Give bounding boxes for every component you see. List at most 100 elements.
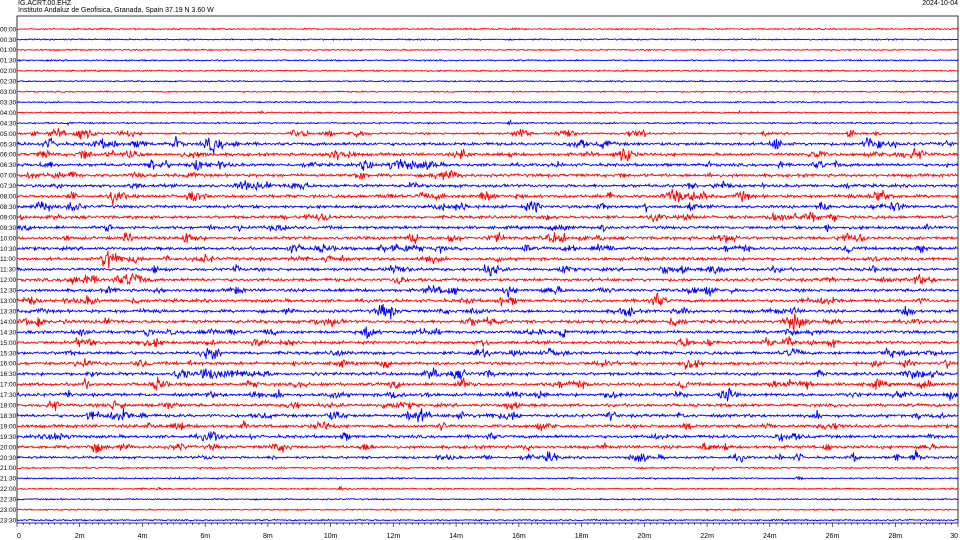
row-time-label: 07:30 bbox=[0, 183, 17, 190]
row-time-label: 09:30 bbox=[0, 225, 17, 232]
trace-line bbox=[16, 264, 959, 277]
row-time-label: 09:00 bbox=[0, 214, 17, 221]
x-tick-label: 2m bbox=[75, 533, 85, 540]
trace-line bbox=[16, 109, 958, 115]
trace-line bbox=[16, 367, 959, 380]
row-time-label: 10:30 bbox=[0, 246, 17, 253]
row-time-label: 17:00 bbox=[0, 382, 17, 389]
institute-subtitle: Instituto Andaluz de Geofisica, Granada,… bbox=[18, 7, 214, 14]
row-time-label: 15:30 bbox=[0, 350, 17, 357]
row-time-label: 05:00 bbox=[0, 131, 17, 138]
row-time-label: 23:00 bbox=[0, 507, 17, 514]
row-time-label: 13:30 bbox=[0, 308, 17, 315]
trace-line bbox=[16, 292, 959, 307]
trace-line bbox=[16, 442, 959, 454]
trace-line bbox=[16, 508, 958, 512]
date-label: 2024-10-04 bbox=[922, 0, 958, 7]
trace-line bbox=[16, 188, 959, 205]
x-tick-label: 12m bbox=[387, 533, 401, 540]
trace-line bbox=[16, 326, 959, 339]
trace-line bbox=[16, 284, 959, 298]
row-time-label: 14:30 bbox=[0, 329, 17, 336]
trace-line bbox=[16, 250, 958, 269]
trace-line bbox=[16, 408, 959, 423]
row-time-label: 13:00 bbox=[0, 298, 17, 305]
trace-line bbox=[16, 358, 959, 370]
row-time-label: 06:30 bbox=[0, 162, 17, 169]
row-time-label: 14:00 bbox=[0, 319, 17, 326]
trace-line bbox=[16, 37, 958, 42]
x-tick-label: 26m bbox=[826, 533, 840, 540]
trace-line bbox=[16, 485, 958, 491]
trace-line bbox=[16, 466, 958, 472]
row-time-label: 12:30 bbox=[0, 288, 17, 295]
trace-line bbox=[16, 231, 958, 245]
trace-line bbox=[16, 69, 959, 73]
row-time-label: 19:00 bbox=[0, 423, 17, 430]
trace-line bbox=[16, 347, 959, 360]
row-time-label: 15:00 bbox=[0, 340, 17, 347]
x-tick-label: 14m bbox=[449, 533, 463, 540]
x-tick-label: 24m bbox=[763, 533, 777, 540]
trace-line bbox=[16, 387, 959, 402]
trace-line bbox=[16, 449, 959, 463]
trace-line bbox=[16, 100, 958, 104]
station-title: IG.ACRT.00.EHZ bbox=[18, 0, 72, 7]
row-time-label: 04:30 bbox=[0, 120, 17, 127]
row-time-label: 11:00 bbox=[0, 256, 16, 263]
row-time-label: 12:00 bbox=[0, 277, 17, 284]
trace-line bbox=[16, 128, 958, 140]
trace-line bbox=[16, 497, 958, 501]
x-tick-label: 28m bbox=[888, 533, 902, 540]
row-time-label: 00:00 bbox=[0, 26, 17, 33]
row-time-label: 03:00 bbox=[0, 89, 17, 96]
row-time-label: 19:30 bbox=[0, 434, 17, 441]
row-time-label: 20:00 bbox=[0, 444, 17, 451]
row-time-label: 21:00 bbox=[0, 465, 17, 472]
trace-line bbox=[16, 518, 958, 523]
row-time-label: 16:30 bbox=[0, 371, 17, 378]
trace-line bbox=[16, 242, 958, 255]
row-time-label: 03:30 bbox=[0, 99, 17, 106]
trace-line bbox=[16, 475, 959, 481]
trace-line bbox=[16, 336, 959, 348]
x-tick-label: 4m bbox=[138, 533, 148, 540]
trace-line bbox=[16, 27, 959, 31]
row-time-label: 22:30 bbox=[0, 497, 17, 504]
row-time-label: 20:30 bbox=[0, 455, 17, 462]
row-time-label: 11:30 bbox=[0, 267, 16, 274]
x-tick-label: 10m bbox=[324, 533, 338, 540]
row-time-label: 21:30 bbox=[0, 476, 17, 483]
x-tick-label: 18m bbox=[575, 533, 589, 540]
trace-line bbox=[16, 158, 959, 172]
row-time-label: 01:30 bbox=[0, 58, 17, 65]
trace-line bbox=[16, 180, 959, 192]
x-tick-label: 20m bbox=[637, 533, 651, 540]
trace-line bbox=[16, 90, 958, 94]
trace-line bbox=[16, 400, 959, 411]
row-time-label: 00:30 bbox=[0, 37, 17, 44]
trace-line bbox=[16, 376, 959, 391]
row-time-label: 22:00 bbox=[0, 486, 17, 493]
trace-line bbox=[16, 303, 958, 320]
trace-line bbox=[16, 147, 959, 162]
x-tick-label: 8m bbox=[263, 533, 273, 540]
row-time-label: 02:30 bbox=[0, 79, 17, 86]
x-tick-label: 6m bbox=[200, 533, 210, 540]
trace-line bbox=[16, 313, 958, 331]
row-time-label: 05:30 bbox=[0, 141, 17, 148]
row-time-label: 07:00 bbox=[0, 173, 17, 180]
x-tick-label: 16m bbox=[512, 533, 526, 540]
trace-line bbox=[16, 420, 958, 432]
row-time-label: 10:00 bbox=[0, 235, 17, 242]
trace-line bbox=[16, 430, 959, 442]
trace-line bbox=[16, 136, 958, 154]
row-time-label: 04:00 bbox=[0, 110, 17, 117]
trace-line bbox=[16, 223, 959, 233]
trace-line bbox=[16, 272, 959, 286]
row-time-label: 02:00 bbox=[0, 68, 17, 75]
trace-line bbox=[16, 169, 959, 181]
row-time-label: 08:00 bbox=[0, 194, 17, 201]
row-time-label: 23:30 bbox=[0, 517, 17, 524]
